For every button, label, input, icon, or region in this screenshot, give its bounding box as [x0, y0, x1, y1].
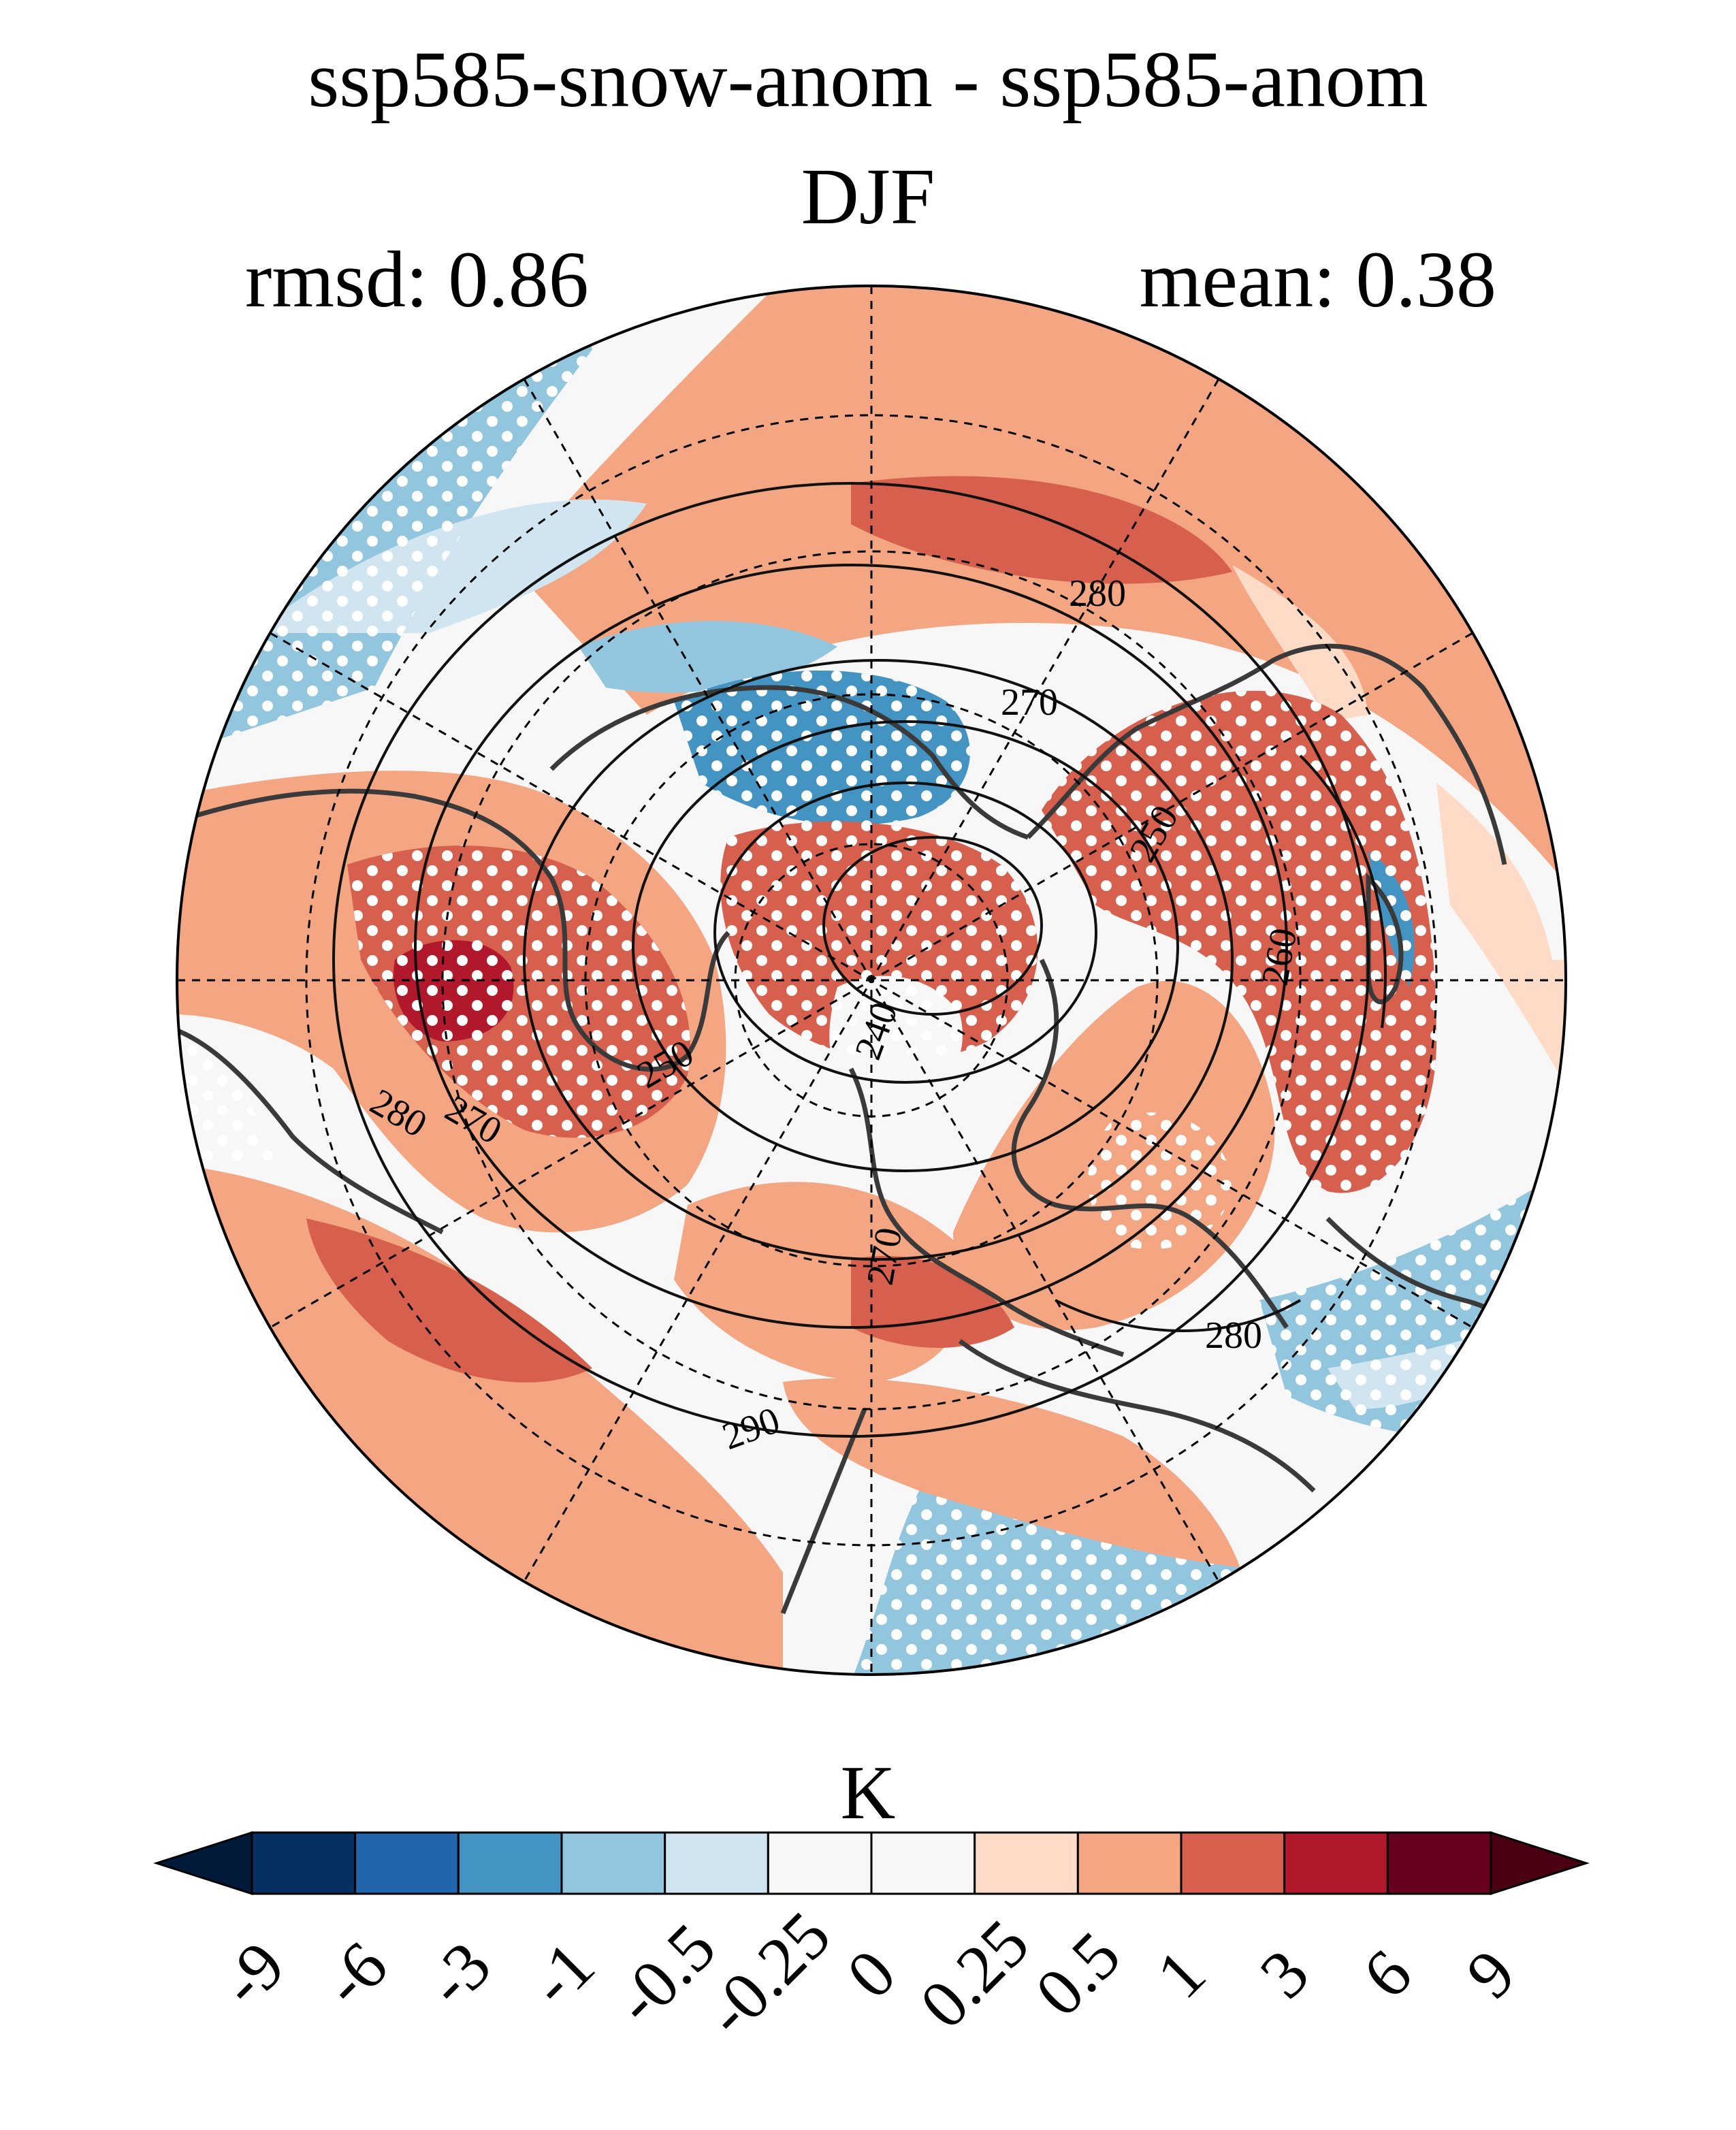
contour-label: 270	[1001, 681, 1058, 724]
polar-map: 280 270 250 260 240 250 280 270 290 280 …	[176, 285, 1567, 1676]
contour-label: 260	[1254, 925, 1306, 988]
colorbar-tick-label: -0.25	[691, 1897, 846, 2051]
contour-label: 280	[1069, 572, 1126, 615]
mean-label: mean: 0.38	[1139, 235, 1496, 324]
colorbar-tick-label: -3	[411, 1926, 505, 2021]
colorbar-tick-label: 3	[1245, 1935, 1323, 2013]
graticule	[177, 286, 1566, 1675]
colorbar-swatch	[457, 1831, 563, 1895]
colorbar-swatch	[1386, 1831, 1492, 1895]
colorbar-swatch	[1283, 1831, 1389, 1895]
season-label: DJF	[801, 152, 935, 241]
colorbar-tick-label: 9	[1451, 1935, 1530, 2013]
colorbar-swatch	[870, 1831, 976, 1895]
colorbar-extend-over	[1490, 1830, 1590, 1896]
colorbar	[153, 1830, 1590, 1896]
colorbar-tick-label: 0.5	[1020, 1917, 1135, 2031]
colorbar-swatch	[251, 1831, 357, 1895]
colorbar-tick-label: -9	[205, 1926, 299, 2021]
colorbar-tick-label: 0	[832, 1935, 910, 2013]
rmsd-label: rmsd: 0.86	[245, 235, 589, 324]
colorbar-swatch	[354, 1831, 460, 1895]
colorbar-tick-label: -1	[515, 1926, 609, 2021]
colorbar-swatch	[767, 1831, 873, 1895]
climatology-contours	[332, 482, 1387, 1438]
colorbar-tick-label: 1	[1142, 1935, 1220, 2013]
contour-label: 280	[1205, 1314, 1262, 1357]
colorbar-swatch	[1180, 1831, 1286, 1895]
colorbar-unit: K	[840, 1751, 896, 1835]
colorbar-swatch	[1076, 1831, 1183, 1895]
colorbar-swatch	[664, 1831, 769, 1895]
colorbar-tick-label: -0.5	[600, 1909, 730, 2039]
colorbar-tick-label: 0.25	[905, 1905, 1044, 2043]
colorbar-swatch	[974, 1831, 1079, 1895]
map-boundary	[176, 285, 1567, 1676]
figure-title: ssp585-snow-anom - ssp585-anom	[308, 35, 1428, 124]
contour-label: 270	[859, 1225, 911, 1288]
colorbar-extend-under	[153, 1830, 253, 1896]
colorbar-tick-label: -6	[308, 1926, 402, 2021]
colorbar-swatch	[560, 1831, 666, 1895]
colorbar-tick-label: 6	[1349, 1935, 1426, 2013]
